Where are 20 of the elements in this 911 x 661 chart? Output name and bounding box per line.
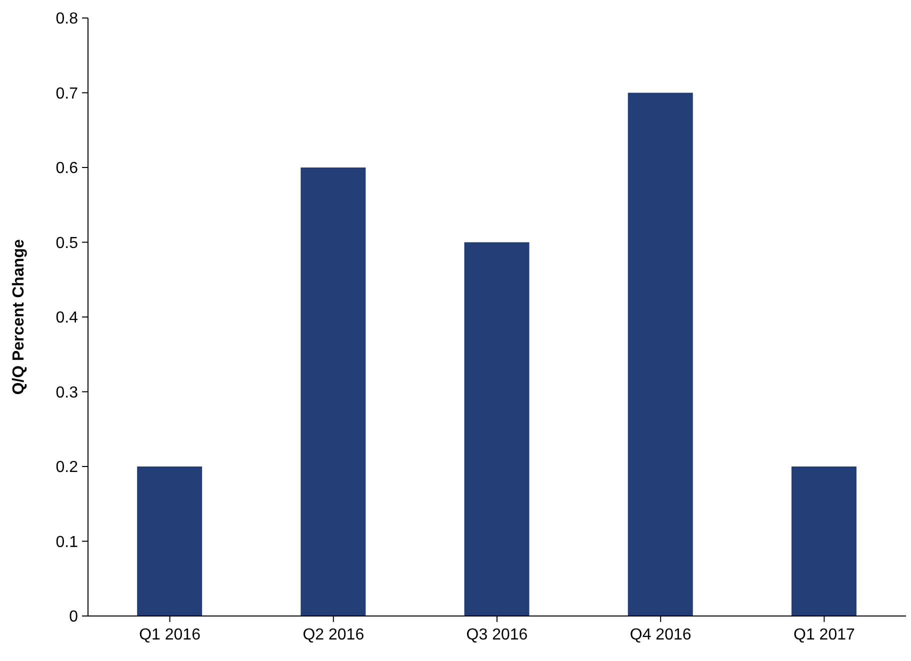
y-axis-title: Q/Q Percent Change <box>10 239 28 395</box>
y-tick-label: 0.5 <box>56 234 78 252</box>
x-tick-label: Q3 2016 <box>466 626 528 644</box>
bar <box>137 466 202 616</box>
y-tick-label: 0.1 <box>56 534 78 551</box>
y-tick-label: 0 <box>69 608 78 626</box>
y-tick-label: 0.7 <box>56 85 78 102</box>
x-tick-label: Q2 2016 <box>302 626 364 644</box>
x-tick-label: Q1 2017 <box>794 626 855 644</box>
x-tick-label: Q4 2016 <box>630 626 692 644</box>
y-tick-label: 0.2 <box>56 459 78 476</box>
x-tick-label: Q1 2016 <box>139 626 201 644</box>
bar <box>628 92 693 616</box>
y-tick-label: 0.4 <box>56 310 78 327</box>
bar <box>300 168 366 616</box>
y-tick-label: 0.6 <box>56 160 78 178</box>
y-tick-label: 0.8 <box>56 10 78 28</box>
bar <box>464 242 530 616</box>
bar <box>791 466 856 616</box>
y-tick-label: 0.3 <box>56 384 78 402</box>
